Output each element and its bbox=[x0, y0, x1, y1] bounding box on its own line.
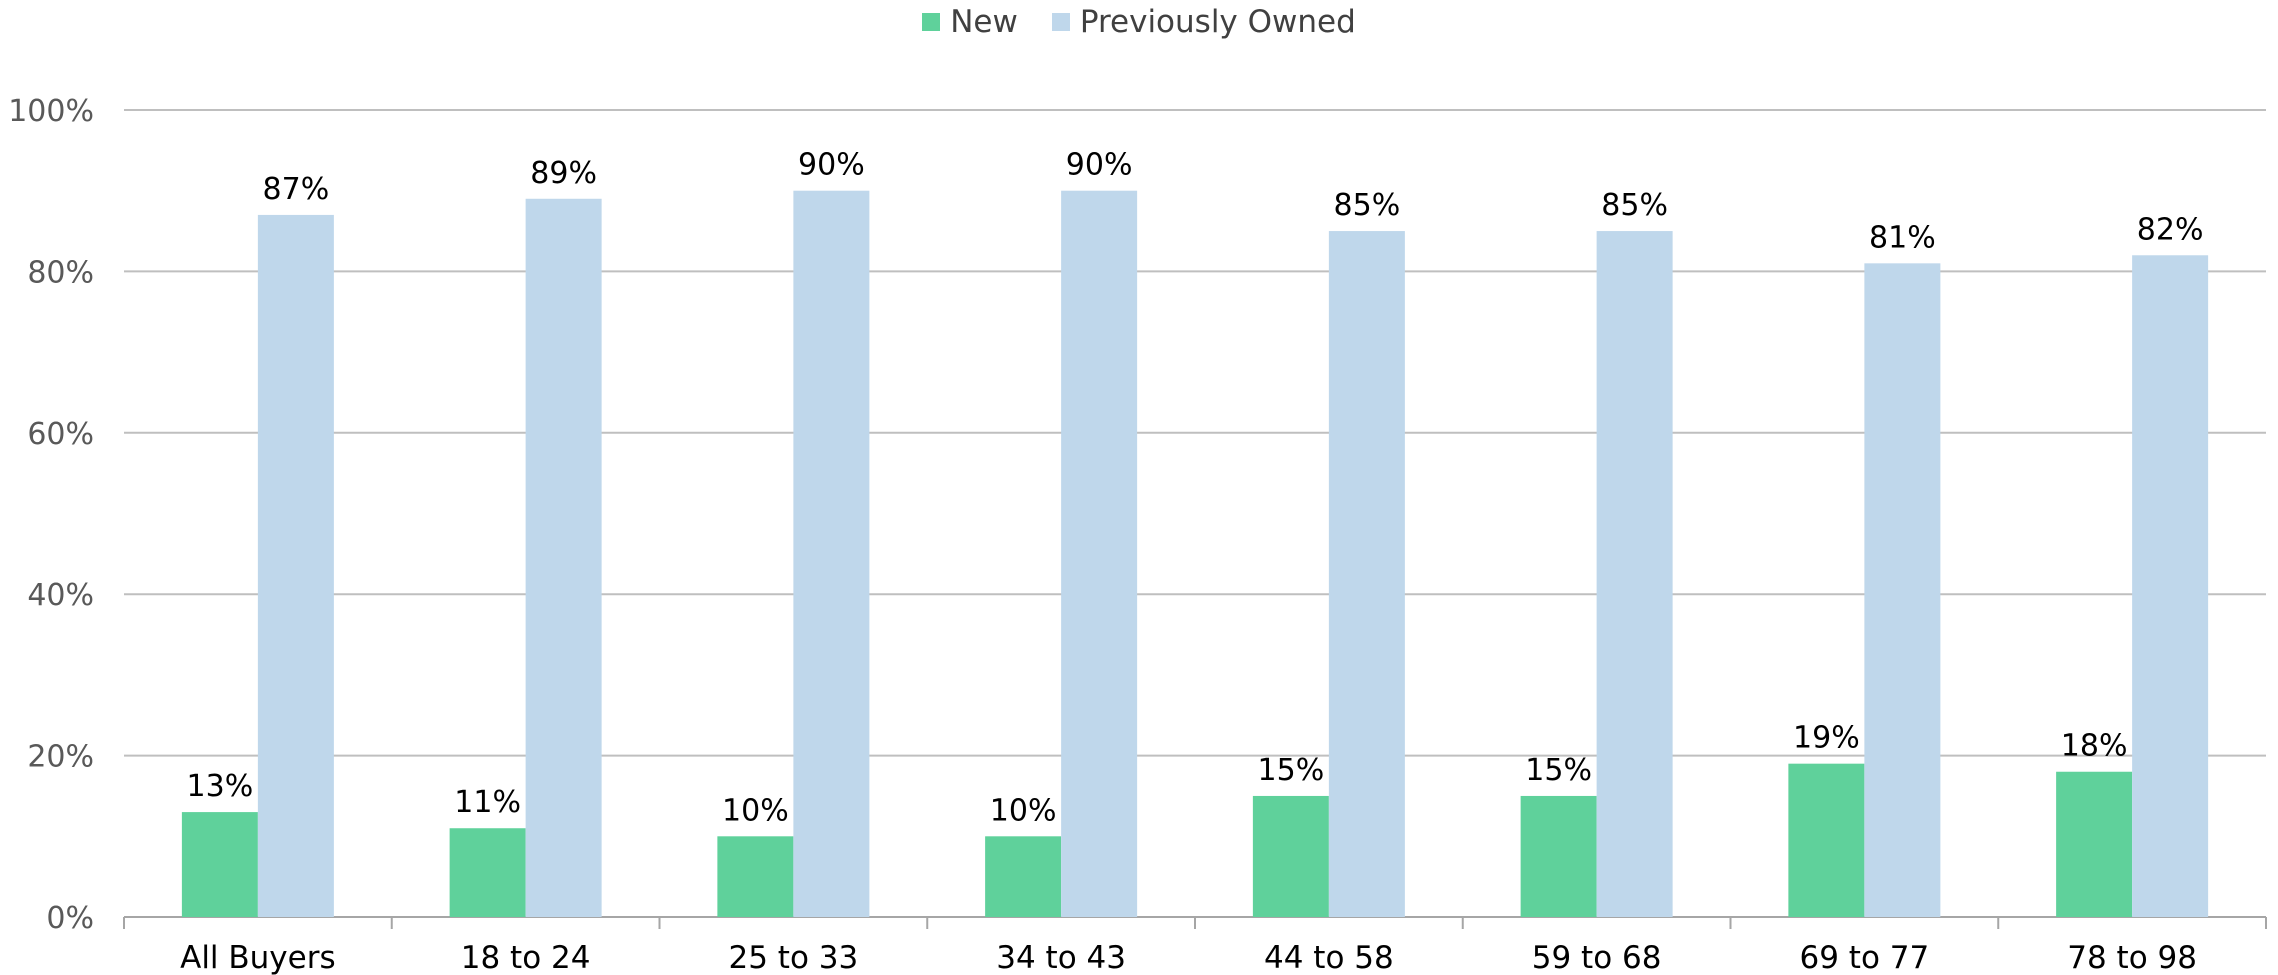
y-tick-label: 100% bbox=[8, 94, 94, 129]
bar-new bbox=[985, 836, 1062, 917]
bar-new bbox=[449, 828, 526, 917]
data-label-previously-owned: 90% bbox=[1066, 148, 1133, 183]
data-label-previously-owned: 90% bbox=[798, 148, 865, 183]
data-label-new: 18% bbox=[2061, 729, 2128, 764]
bar-new bbox=[2056, 771, 2133, 917]
bar-previously-owned bbox=[1596, 231, 1673, 918]
bar-new bbox=[1252, 795, 1329, 917]
data-label-new: 10% bbox=[990, 793, 1057, 828]
y-tick-label: 60% bbox=[27, 417, 94, 452]
data-label-previously-owned: 85% bbox=[1334, 188, 1401, 223]
x-tick-label: 44 to 58 bbox=[1264, 940, 1394, 975]
legend-item-new: New bbox=[922, 4, 1018, 40]
bar-previously-owned bbox=[1864, 263, 1941, 918]
y-tick-label: 20% bbox=[27, 740, 94, 775]
bar-new bbox=[1520, 795, 1597, 917]
x-tick-label: 25 to 33 bbox=[729, 940, 859, 975]
data-label-new: 15% bbox=[1258, 753, 1325, 788]
data-label-previously-owned: 82% bbox=[2137, 212, 2204, 247]
legend-swatch-previously-owned bbox=[1051, 13, 1070, 31]
x-tick-label: All Buyers bbox=[180, 940, 336, 975]
x-tick-label: 78 to 98 bbox=[2067, 940, 2197, 975]
bar-new bbox=[1788, 763, 1865, 917]
data-label-previously-owned: 87% bbox=[263, 172, 330, 207]
bar-new bbox=[181, 812, 258, 917]
y-tick-label: 80% bbox=[27, 255, 94, 290]
legend-label-previously-owned: Previously Owned bbox=[1079, 4, 1356, 40]
bar-previously-owned bbox=[2132, 255, 2209, 917]
legend-swatch-new bbox=[922, 13, 941, 31]
legend-item-previously-owned: Previously Owned bbox=[1051, 4, 1356, 40]
data-label-previously-owned: 89% bbox=[530, 156, 597, 191]
x-tick-label: 34 to 43 bbox=[996, 940, 1126, 975]
bar-new bbox=[717, 836, 794, 917]
x-tick-label: 69 to 77 bbox=[1800, 940, 1930, 975]
bar-previously-owned bbox=[1328, 231, 1405, 918]
bar-previously-owned bbox=[793, 190, 870, 917]
legend: New Previously Owned bbox=[0, 0, 2278, 44]
data-label-new: 19% bbox=[1793, 721, 1860, 756]
data-label-previously-owned: 81% bbox=[1869, 220, 1936, 255]
x-tick-label: 18 to 24 bbox=[461, 940, 591, 975]
data-label-new: 13% bbox=[187, 769, 254, 804]
data-label-new: 11% bbox=[454, 785, 521, 820]
data-label-new: 15% bbox=[1525, 753, 1592, 788]
x-tick-label: 59 to 68 bbox=[1532, 940, 1662, 975]
legend-label-new: New bbox=[950, 4, 1018, 40]
y-tick-label: 40% bbox=[27, 578, 94, 613]
bar-previously-owned bbox=[1061, 190, 1138, 917]
bar-previously-owned bbox=[525, 198, 602, 917]
data-label-previously-owned: 85% bbox=[1601, 188, 1668, 223]
bar-previously-owned bbox=[257, 214, 334, 917]
data-label-new: 10% bbox=[722, 793, 789, 828]
y-tick-label: 0% bbox=[46, 901, 94, 936]
